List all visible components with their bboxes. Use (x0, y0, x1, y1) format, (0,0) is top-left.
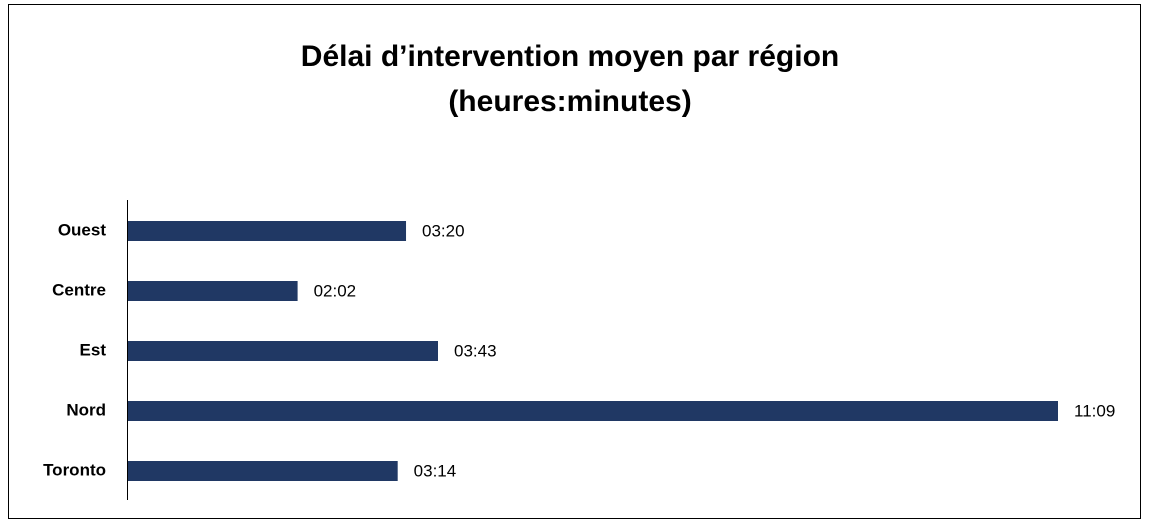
chart-border (8, 4, 1141, 519)
data-label: 03:43 (454, 341, 497, 360)
bar (128, 221, 407, 241)
y-tick-label: Toronto (43, 460, 106, 479)
bar (128, 461, 398, 481)
bar (128, 341, 438, 361)
data-label: 11:09 (1074, 401, 1115, 420)
y-tick-label: Est (80, 340, 107, 359)
bar (128, 401, 1058, 421)
y-tick-label: Ouest (58, 220, 107, 239)
data-label: 02:02 (314, 281, 357, 300)
data-label: 03:20 (422, 221, 465, 240)
data-label: 03:14 (414, 461, 457, 480)
bar (128, 281, 298, 301)
chart-subtitle: (heures:minutes) (448, 85, 691, 118)
chart-title: Délai d’intervention moyen par région (301, 40, 839, 73)
y-tick-label: Nord (66, 400, 106, 419)
y-tick-label: Centre (52, 280, 106, 299)
